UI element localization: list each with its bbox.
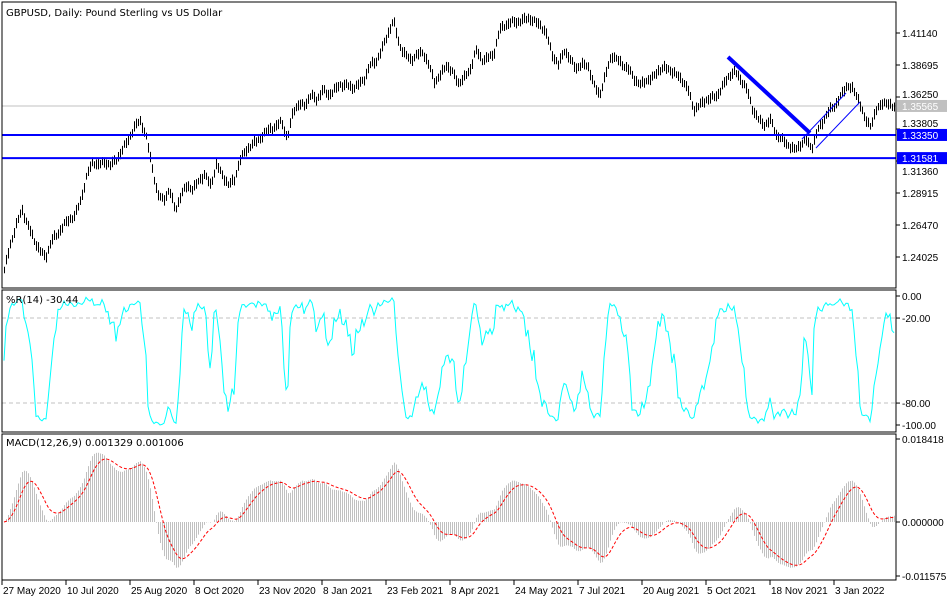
trendline-2 xyxy=(801,92,847,140)
date-tick-label: 23 Feb 2021 xyxy=(387,586,444,597)
trendline-3 xyxy=(815,101,861,149)
macd-tick-label: 0.000000 xyxy=(902,518,944,529)
line-price-tag-1: 1.33350 xyxy=(902,131,939,142)
price-tick-label: 1.31360 xyxy=(902,167,939,178)
panel-frames xyxy=(1,1,897,581)
current-price-tag-bg xyxy=(897,99,947,112)
macd-signal-line xyxy=(3,458,895,566)
price-panel[interactable] xyxy=(2,12,896,274)
line-price-tag-1-bg xyxy=(897,128,947,141)
wpr-panel[interactable] xyxy=(2,296,896,426)
date-tick-label: 7 Jul 2021 xyxy=(579,586,626,597)
macd-panel-frame xyxy=(1,433,897,581)
price-tick-label: 1.28915 xyxy=(902,189,939,200)
macd-panel[interactable] xyxy=(3,452,895,568)
trendline-1 xyxy=(726,55,812,135)
price-tick-label: 1.41140 xyxy=(902,29,938,40)
price-tick-label: 1.24025 xyxy=(902,253,939,264)
line-price-tag-2: 1.31581 xyxy=(902,154,939,165)
price-tick-label: 1.26470 xyxy=(902,221,939,232)
wpr-tick-label: 0.00 xyxy=(902,292,922,303)
date-tick-label: 10 Jul 2020 xyxy=(67,586,119,597)
macd-tick-label: -0.011575 xyxy=(902,572,947,583)
date-tick-label: 25 Aug 2020 xyxy=(131,586,188,597)
price-tick-label: 1.33805 xyxy=(902,119,939,130)
wpr-panel-frame xyxy=(1,289,897,433)
chart-title: GBPUSD, Daily: Pound Sterling vs US Doll… xyxy=(6,8,223,19)
wpr-tick-label: -100.00 xyxy=(902,421,936,432)
wpr-label: %R(14) -30.44 xyxy=(6,295,78,306)
line-price-tag-2-bg xyxy=(897,152,947,165)
price-panel-frame xyxy=(1,1,897,289)
date-tick-label: 27 May 2020 xyxy=(3,586,61,597)
date-tick-label: 20 Aug 2021 xyxy=(643,586,700,597)
macd-tick-label: 0.018418 xyxy=(902,435,944,446)
date-tick-label: 8 Oct 2020 xyxy=(195,586,244,597)
wpr-tick-label: -80.00 xyxy=(902,399,931,410)
price-tick-label: 1.38695 xyxy=(902,61,939,72)
current-price-tag: 1.35565 xyxy=(902,102,939,113)
price-tick-label: 1.36250 xyxy=(902,90,939,101)
wpr-line xyxy=(3,296,895,426)
date-tick-label: 3 Jan 2022 xyxy=(835,586,885,597)
axes: 1.41140 1.38695 1.36250 1.33805 1.31360 1.289… xyxy=(1,29,947,597)
macd-label: MACD(12,26,9) 0.001329 0.001006 xyxy=(6,438,184,449)
date-tick-label: 18 Nov 2021 xyxy=(771,586,828,597)
date-tick-label: 24 May 2021 xyxy=(515,586,573,597)
date-tick-label: 8 Apr 2021 xyxy=(451,586,500,597)
date-tick-label: 8 Jan 2021 xyxy=(323,586,373,597)
date-tick-label: 5 Oct 2021 xyxy=(707,586,756,597)
wpr-tick-label: -20.00 xyxy=(902,314,931,325)
date-tick-label: 23 Nov 2020 xyxy=(259,586,316,597)
